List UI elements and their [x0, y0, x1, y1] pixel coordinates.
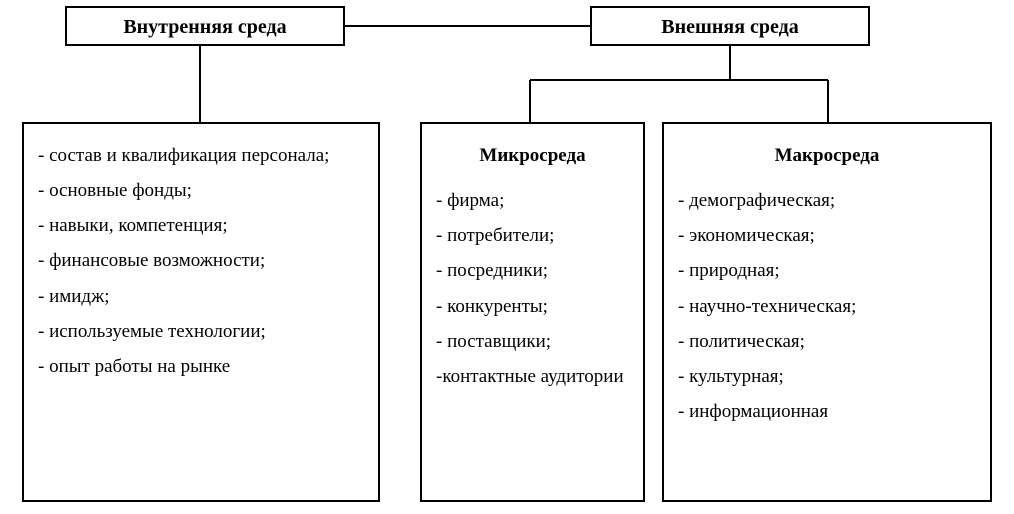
macro-env-subtitle: Макросреда — [678, 138, 976, 173]
list-item: - состав и квалификация персонала; — [38, 138, 364, 173]
list-item: - потребители; — [436, 218, 629, 253]
external-env-header-label: Внешняя среда — [661, 16, 799, 38]
list-item: - финансовые возможности; — [38, 243, 364, 278]
internal-env-items: - состав и квалификация персонала;- осно… — [38, 138, 364, 384]
list-item: - фирма; — [436, 183, 629, 218]
macro-env-items: - демографическая;- экономическая;- прир… — [678, 183, 976, 429]
list-item: - посредники; — [436, 253, 629, 288]
list-item: - конкуренты; — [436, 289, 629, 324]
external-env-header: Внешняя среда — [590, 6, 870, 46]
micro-env-body: Микросреда - фирма;- потребители;- посре… — [420, 122, 645, 502]
internal-env-header: Внутренняя среда — [65, 6, 345, 46]
internal-env-header-label: Внутренняя среда — [123, 16, 286, 38]
list-item: - навыки, компетенция; — [38, 208, 364, 243]
micro-env-items: - фирма;- потребители;- посредники;- кон… — [436, 183, 629, 394]
list-item: - природная; — [678, 253, 976, 288]
list-item: - демографическая; — [678, 183, 976, 218]
internal-env-body: - состав и квалификация персонала;- осно… — [22, 122, 380, 502]
list-item: - имидж; — [38, 279, 364, 314]
list-item: -контактные аудитории — [436, 359, 629, 394]
list-item: - поставщики; — [436, 324, 629, 359]
list-item: - используемые технологии; — [38, 314, 364, 349]
micro-env-subtitle: Микросреда — [436, 138, 629, 173]
list-item: - научно-техническая; — [678, 289, 976, 324]
list-item: - экономическая; — [678, 218, 976, 253]
environment-diagram: Внутренняя среда Внешняя среда - состав … — [0, 0, 1014, 514]
list-item: - опыт работы на рынке — [38, 349, 364, 384]
list-item: - информационная — [678, 394, 976, 429]
list-item: - политическая; — [678, 324, 976, 359]
list-item: - культурная; — [678, 359, 976, 394]
macro-env-body: Макросреда - демографическая;- экономиче… — [662, 122, 992, 502]
list-item: - основные фонды; — [38, 173, 364, 208]
